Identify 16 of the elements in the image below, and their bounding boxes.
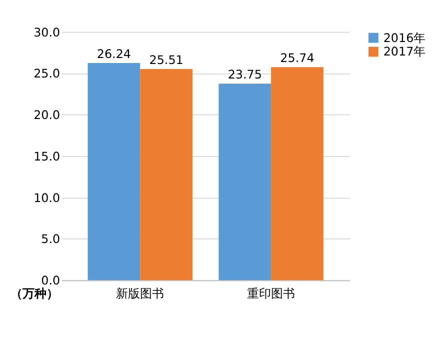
data-label: 25.74 [280,51,314,66]
y-tick-label: 15.0 [34,149,60,164]
data-label: 26.24 [96,47,131,61]
y-tick-label: 10.0 [34,190,60,205]
x-tick-label: 新版图书 [116,286,164,301]
y-tick-label: 25.0 [34,66,60,81]
y-tick-label: 5.0 [41,232,60,246]
y-tick-label: 30.0 [34,25,60,40]
y-tick-label: 0.0 [41,274,60,288]
y-tick-label: 20.0 [34,108,60,122]
legend-label: 2017年 [383,44,426,59]
data-label: 25.51 [149,53,184,68]
y-axis-title: （万种） [10,286,58,301]
x-tick-label: 重印图书 [247,286,296,301]
legend-label: 2016年 [383,30,426,45]
data-label: 23.75 [228,68,262,82]
